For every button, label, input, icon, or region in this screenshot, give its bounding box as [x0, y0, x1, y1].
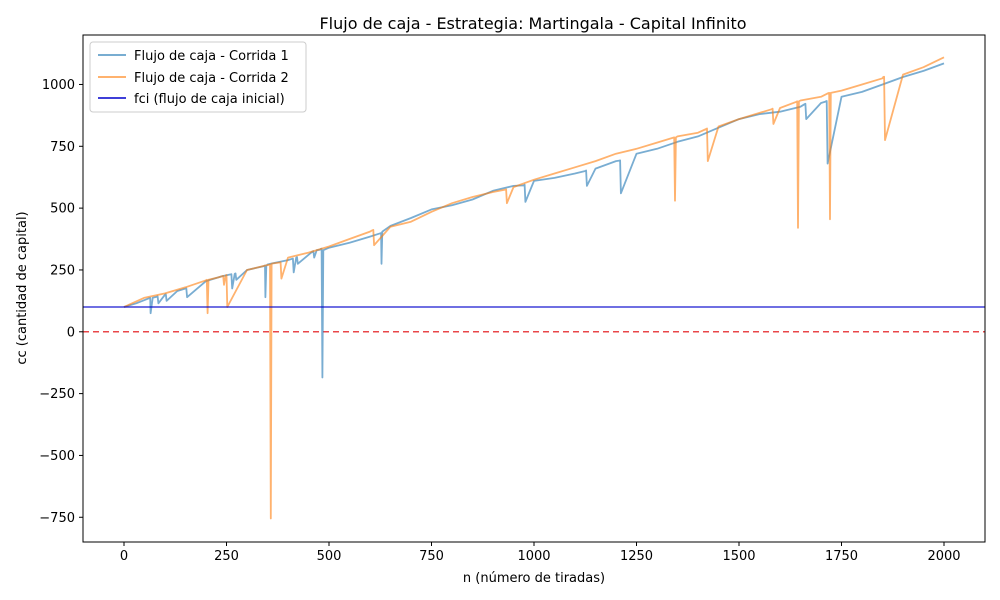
- x-tick-label: 1000: [517, 549, 550, 564]
- y-tick-label: 1000: [42, 78, 75, 93]
- y-tick-label: 500: [50, 202, 75, 217]
- y-axis-label: cc (cantidad de capital): [15, 211, 30, 364]
- y-tick-label: −500: [39, 449, 75, 464]
- legend-label-fci: fci (flujo de caja inicial): [134, 92, 285, 107]
- y-tick-label: 750: [50, 140, 75, 155]
- x-tick-label: 500: [317, 549, 342, 564]
- x-tick-label: 750: [419, 549, 444, 564]
- y-axis: −750 −500 −250 0 250 500 750 1000: [39, 78, 83, 526]
- chart-title: Flujo de caja - Estrategia: Martingala -…: [319, 14, 746, 33]
- y-tick-label: 250: [50, 263, 75, 278]
- x-axis-label: n (número de tiradas): [463, 571, 605, 586]
- x-tick-label: 0: [120, 549, 128, 564]
- y-tick-label: −250: [39, 387, 75, 402]
- x-tick-label: 2000: [927, 549, 960, 564]
- x-tick-label: 1250: [620, 549, 653, 564]
- y-tick-label: −750: [39, 511, 75, 526]
- x-axis: 0 250 500 750 1000 1250 1500 1750 2000: [120, 542, 961, 564]
- x-tick-label: 250: [214, 549, 239, 564]
- legend-label-series-1: Flujo de caja - Corrida 1: [134, 49, 289, 64]
- legend-box: [89, 41, 307, 113]
- legend: Flujo de caja - Corrida 1 Flujo de caja …: [89, 41, 307, 113]
- x-tick-label: 1750: [825, 549, 858, 564]
- legend-label-series-2: Flujo de caja - Corrida 2: [134, 71, 289, 86]
- x-tick-label: 1500: [722, 549, 755, 564]
- y-tick-label: 0: [67, 325, 75, 340]
- plot-lines: [83, 56, 985, 520]
